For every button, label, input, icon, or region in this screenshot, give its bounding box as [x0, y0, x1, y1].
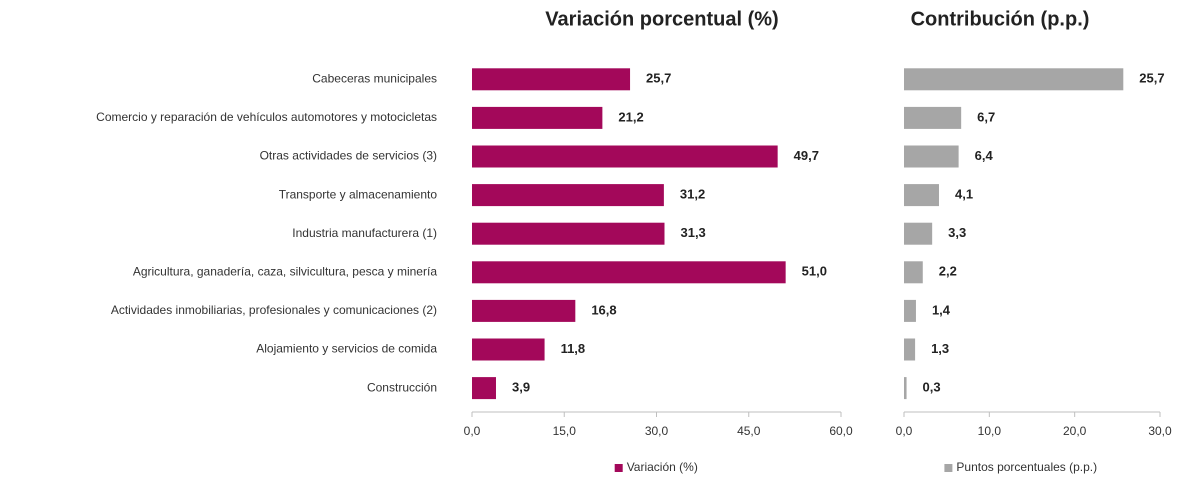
bar	[472, 261, 786, 284]
x-tick-label: 60,0	[829, 424, 853, 438]
value-label: 3,9	[512, 380, 530, 395]
x-tick-label: 45,0	[737, 424, 761, 438]
bar	[904, 222, 933, 245]
value-label: 0,3	[923, 380, 941, 395]
value-label: 25,7	[646, 71, 671, 86]
bar	[904, 261, 923, 284]
bar	[472, 222, 665, 245]
value-label: 6,7	[977, 109, 995, 124]
value-label: 31,3	[680, 225, 705, 240]
x-tick-label: 20,0	[1063, 424, 1087, 438]
value-label: 31,2	[680, 187, 705, 202]
value-label: 25,7	[1139, 71, 1164, 86]
bar	[472, 145, 778, 168]
bar	[472, 106, 603, 129]
bar	[472, 184, 664, 207]
y-tick-label: Comercio y reparación de vehículos autom…	[96, 110, 437, 124]
y-tick-label: Otras actividades de servicios (3)	[260, 149, 437, 163]
y-tick-label: Industria manufacturera (1)	[292, 226, 437, 240]
x-tick-label: 15,0	[553, 424, 577, 438]
legend-label: Variación (%)	[627, 460, 698, 474]
value-label: 6,4	[975, 148, 994, 163]
value-label: 3,3	[948, 225, 966, 240]
bar	[472, 338, 545, 361]
x-tick-label: 30,0	[1148, 424, 1172, 438]
y-tick-label: Cabeceras municipales	[312, 71, 437, 85]
legend-label: Puntos porcentuales (p.p.)	[956, 460, 1097, 474]
legend-swatch	[614, 464, 623, 472]
value-label: 11,8	[561, 341, 586, 356]
value-label: 16,8	[591, 302, 616, 317]
value-label: 2,2	[939, 264, 957, 279]
y-tick-label: Transporte y almacenamiento	[279, 187, 438, 201]
y-tick-label: Construcción	[367, 380, 437, 394]
bar	[904, 68, 1124, 91]
x-tick-label: 0,0	[896, 424, 913, 438]
x-tick-label: 10,0	[978, 424, 1002, 438]
bar	[904, 106, 962, 129]
chart-title: Variación porcentual (%)	[545, 8, 778, 30]
bar	[904, 299, 916, 322]
bar	[904, 377, 907, 400]
value-label: 21,2	[618, 109, 643, 124]
value-label: 1,3	[931, 341, 949, 356]
value-label: 4,1	[955, 187, 973, 202]
chart-title: Contribución (p.p.)	[911, 8, 1090, 30]
value-label: 49,7	[794, 148, 819, 163]
x-tick-label: 0,0	[464, 424, 481, 438]
bar	[472, 68, 631, 91]
bar	[472, 377, 496, 400]
value-label: 1,4	[932, 302, 951, 317]
y-tick-label: Actividades inmobiliarias, profesionales…	[111, 303, 437, 317]
bar	[904, 338, 916, 361]
x-tick-label: 30,0	[645, 424, 669, 438]
bar	[904, 145, 959, 168]
value-label: 51,0	[802, 264, 827, 279]
bar	[904, 184, 939, 207]
y-tick-label: Agricultura, ganadería, caza, silvicultu…	[133, 264, 437, 278]
y-tick-label: Alojamiento y servicios de comida	[256, 342, 437, 356]
legend-swatch	[944, 464, 953, 472]
bar	[472, 299, 576, 322]
